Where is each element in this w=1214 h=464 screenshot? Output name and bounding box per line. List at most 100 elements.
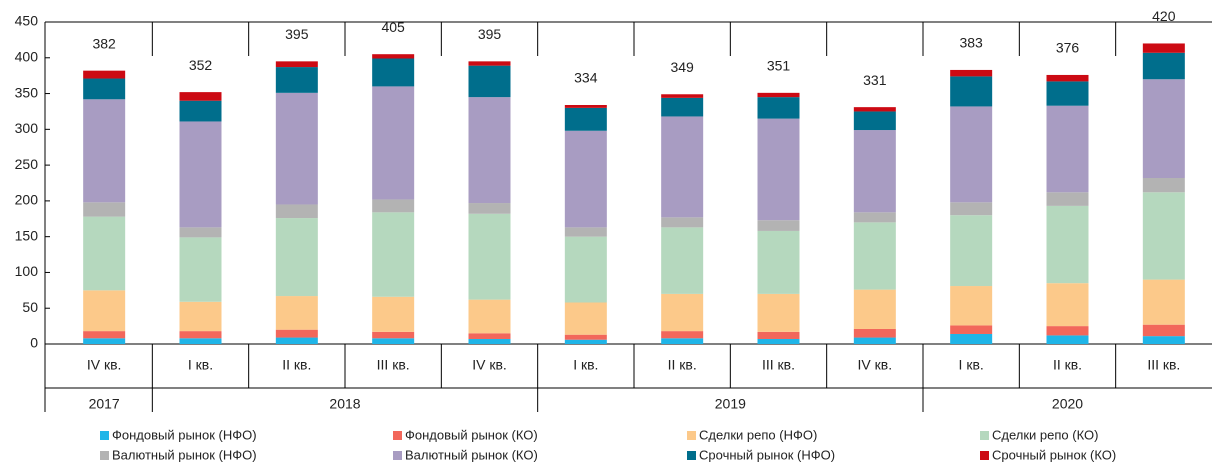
legend-swatch bbox=[980, 431, 989, 440]
bar-segment bbox=[179, 227, 222, 238]
bar-segment bbox=[564, 130, 607, 228]
bar-segment bbox=[853, 130, 896, 213]
bar-segment bbox=[468, 213, 511, 300]
bar-segment bbox=[757, 331, 800, 339]
bar-segment bbox=[468, 65, 511, 98]
bar-segment bbox=[757, 118, 800, 221]
x-tick-label: I кв. bbox=[573, 357, 598, 373]
bar-segment bbox=[853, 337, 896, 344]
bar-segment bbox=[661, 97, 704, 117]
bar-segment bbox=[757, 92, 800, 98]
bar-segment bbox=[853, 328, 896, 338]
total-label: 395 bbox=[285, 26, 309, 42]
bar-segment bbox=[83, 70, 126, 79]
bar-segment bbox=[372, 86, 415, 200]
bar-segment bbox=[950, 333, 993, 344]
y-tick-label: 350 bbox=[15, 84, 39, 100]
bar-segment bbox=[179, 237, 222, 302]
x-tick-label: III кв. bbox=[1147, 357, 1180, 373]
bar-segment bbox=[1142, 79, 1185, 178]
total-label: 395 bbox=[478, 26, 502, 42]
total-label: 351 bbox=[767, 58, 791, 74]
bar-segment bbox=[275, 218, 318, 297]
total-label: 349 bbox=[670, 59, 694, 75]
bar-segment bbox=[179, 121, 222, 228]
bar-segment bbox=[564, 339, 607, 344]
total-label: 405 bbox=[381, 19, 405, 35]
bar-segment bbox=[950, 202, 993, 216]
legend-label: Сделки репо (КО) bbox=[992, 427, 1098, 442]
y-tick-label: 100 bbox=[15, 263, 39, 279]
bar-segment bbox=[275, 296, 318, 330]
bar-segment bbox=[179, 338, 222, 344]
total-label: 382 bbox=[92, 35, 116, 51]
bar-segment bbox=[1142, 192, 1185, 280]
x-tick-label: II кв. bbox=[1053, 357, 1082, 373]
bar-segment bbox=[564, 107, 607, 131]
bar-segment bbox=[179, 301, 222, 332]
y-tick-label: 400 bbox=[15, 48, 39, 64]
legend-label: Срочный рынок (КО) bbox=[992, 447, 1116, 462]
bar-segment bbox=[661, 217, 704, 228]
x-tick-label: III кв. bbox=[377, 357, 410, 373]
x-tick-label: I кв. bbox=[959, 357, 984, 373]
bar-segment bbox=[1046, 326, 1089, 336]
bar-segment bbox=[275, 337, 318, 344]
bar-segment bbox=[468, 338, 511, 344]
y-tick-label: 200 bbox=[15, 192, 39, 208]
y-tick-label: 150 bbox=[15, 227, 39, 243]
bar-segment bbox=[372, 54, 415, 59]
y-tick-label: 300 bbox=[15, 120, 39, 136]
bar-segment bbox=[564, 227, 607, 237]
bar-segment bbox=[83, 338, 126, 344]
bar-segment bbox=[661, 331, 704, 339]
legend-label: Срочный рынок (НФО) bbox=[699, 447, 835, 462]
bar-segment bbox=[1046, 74, 1089, 82]
bar-segment bbox=[950, 215, 993, 287]
legend-label: Фондовый рынок (КО) bbox=[405, 427, 538, 442]
bar-segment bbox=[661, 338, 704, 344]
bar-segment bbox=[1142, 279, 1185, 325]
bar-segment bbox=[853, 212, 896, 223]
bar-segment bbox=[179, 92, 222, 101]
bar-segment bbox=[661, 94, 704, 98]
bar-segment bbox=[950, 106, 993, 203]
x-tick-label: II кв. bbox=[668, 357, 697, 373]
bar-segment bbox=[372, 338, 415, 344]
y-tick-label: 450 bbox=[15, 13, 39, 29]
bar-segment bbox=[372, 58, 415, 87]
bar-segment bbox=[179, 100, 222, 122]
bar-segment bbox=[757, 230, 800, 294]
bar-segment bbox=[1046, 192, 1089, 206]
bar-segment bbox=[275, 61, 318, 68]
legend-swatch bbox=[393, 451, 402, 460]
bar-segment bbox=[468, 203, 511, 214]
x-tick-label: II кв. bbox=[282, 357, 311, 373]
bar-segment bbox=[275, 92, 318, 205]
bar-segment bbox=[468, 333, 511, 339]
legend-label: Валютный рынок (КО) bbox=[405, 447, 538, 462]
group-label: 2018 bbox=[329, 396, 360, 412]
bar-segment bbox=[757, 293, 800, 332]
bar-segment bbox=[1142, 177, 1185, 193]
x-tick-label: IV кв. bbox=[472, 357, 507, 373]
bar-segment bbox=[372, 296, 415, 332]
bar-segment bbox=[83, 216, 126, 291]
legend-swatch bbox=[980, 451, 989, 460]
legend-swatch bbox=[393, 431, 402, 440]
bar-segment bbox=[950, 69, 993, 77]
bar-segment bbox=[83, 331, 126, 339]
bar-segment bbox=[468, 299, 511, 334]
total-label: 331 bbox=[863, 72, 887, 88]
legend-label: Валютный рынок (НФО) bbox=[112, 447, 257, 462]
bar-segment bbox=[853, 107, 896, 112]
bar-segment bbox=[950, 76, 993, 107]
bar-segment bbox=[757, 338, 800, 344]
bar-segment bbox=[275, 67, 318, 93]
bar-segment bbox=[83, 78, 126, 100]
bar-segment bbox=[275, 329, 318, 338]
bar-segment bbox=[661, 293, 704, 332]
bar-segment bbox=[853, 289, 896, 329]
bar-segment bbox=[1142, 43, 1185, 53]
